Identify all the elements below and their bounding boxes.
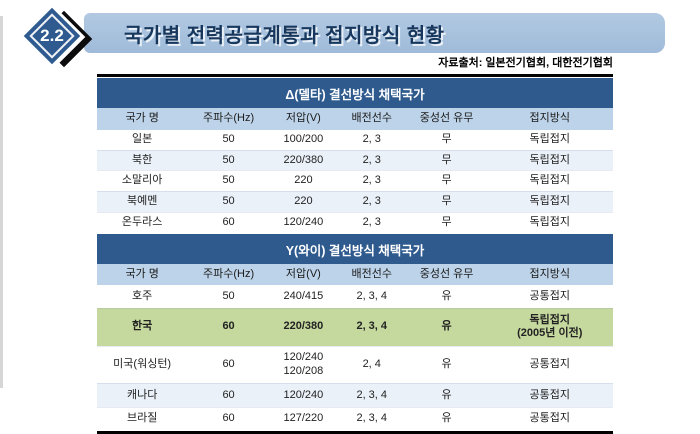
table-cell: 220/380 <box>283 320 324 333</box>
table-cell: 2, 3, 4 <box>356 320 388 333</box>
table-cell: 북예멘 <box>126 195 158 207</box>
table-cell: 50 <box>222 153 235 166</box>
table-cell: 독립접지 <box>529 132 570 145</box>
table-cell: 유 <box>441 289 452 302</box>
table-cell: 50 <box>222 132 235 145</box>
table-cell: 무 <box>441 153 452 166</box>
table-cell: 유 <box>441 388 452 401</box>
table-cell: 100/200 <box>283 132 324 145</box>
table-cell: 독립접지 <box>529 215 570 228</box>
table-cell: 무 <box>441 174 452 187</box>
table-cell: 60 <box>222 215 235 228</box>
table-row: 소말리아 50 220 2, 3 무 독립접지 <box>97 170 613 191</box>
table-row: 한국 60 220/380 2, 3, 4 유 독립접지 (2005년 이전) <box>97 308 613 346</box>
column-header: 주파수(Hz) <box>203 267 255 280</box>
table-cell: 50 <box>222 289 235 302</box>
column-header: 접지방식 <box>529 112 570 124</box>
table-cell: 미국(워싱턴) <box>113 357 172 370</box>
table-cell: 북한 <box>132 153 153 166</box>
table-cell: 공통접지 <box>529 388 570 401</box>
table-cell: 호주 <box>132 289 153 302</box>
table: Δ(델타) 결선방식 채택국가 국가 명 주파수(Hz) 저압(V) 배전선수 중성선 유… <box>97 74 613 434</box>
section-title: Δ(델타) 결선방식 채택국가 <box>97 77 613 108</box>
table-cell: 공통접지 <box>529 289 570 302</box>
table-cell: 120/240 <box>283 388 324 401</box>
table-cell: 2, 3, 4 <box>356 388 388 401</box>
table-cell: 유 <box>441 320 452 333</box>
table-row: 북예멘 50 220 2, 3 무 독립접지 <box>97 191 613 212</box>
table-cell: 유 <box>441 412 452 425</box>
title-bar: 국가별 전력공급계통과 접지방식 현황 <box>84 13 665 53</box>
table-cell: 127/220 <box>283 412 324 425</box>
table-cell: 무 <box>441 215 452 228</box>
table-cell: 무 <box>441 132 452 145</box>
table-cell: 120/240 <box>283 215 324 228</box>
page-title: 국가별 전력공급계통과 접지방식 현황 <box>124 24 445 47</box>
table-cell: 공통접지 <box>529 357 570 370</box>
column-header: 접지방식 <box>529 267 570 280</box>
table-cell: 온두라스 <box>121 215 163 228</box>
table-row: 일본 50 100/200 2, 3 무 독립접지 <box>97 130 613 150</box>
table-cell: 60 <box>222 357 235 370</box>
column-header: 중성선 유무 <box>419 112 474 124</box>
table-row: 북한 50 220/380 2, 3 무 독립접지 <box>97 149 613 171</box>
table-cell: 일본 <box>132 132 153 145</box>
table-cell: 캐나다 <box>126 388 158 401</box>
table-cell: 120/240 120/208 <box>283 351 324 377</box>
table-cell: 유 <box>441 357 452 370</box>
table-cell: 독립접지 (2005년 이전) <box>517 313 583 340</box>
table-cell: 220 <box>294 195 313 207</box>
table-cell: 소말리아 <box>121 174 163 187</box>
column-header: 배전선수 <box>351 112 392 124</box>
table-cell: 2, 3 <box>362 215 381 228</box>
column-header: 중성선 유무 <box>419 267 474 280</box>
table-cell: 브라질 <box>126 412 158 425</box>
column-header: 저압(V) <box>285 112 321 124</box>
section-title: Y(와이) 결선방식 채택국가 <box>97 232 613 264</box>
table-cell: 2, 3 <box>362 174 381 187</box>
table-cell: 2, 3, 4 <box>356 289 388 302</box>
table-cell: 60 <box>222 412 235 425</box>
table-cell: 독립접지 <box>529 153 570 166</box>
table-cell: 240/415 <box>283 289 324 302</box>
section-number-badge: 2.2 <box>0 0 104 76</box>
table-cell: 220 <box>294 174 313 187</box>
table-cell: 공통접지 <box>529 412 570 425</box>
table-row: 미국(워싱턴) 60 120/240 120/208 2, 4 유 공통접지 <box>97 345 613 384</box>
table-cell: 50 <box>222 195 235 207</box>
table-cell: 한국 <box>132 320 153 333</box>
table-cell: 220/380 <box>283 153 324 166</box>
table-row: 온두라스 60 120/240 2, 3 무 독립접지 <box>97 211 613 233</box>
data-source-caption: 자료출처: 일본전기협회, 대한전기협회 <box>438 57 613 69</box>
column-header: 배전선수 <box>351 267 392 280</box>
column-header: 국가 명 <box>125 267 159 280</box>
badge-number: 2.2 <box>40 26 64 45</box>
column-header: 저압(V) <box>285 267 321 280</box>
table-cell: 2, 3 <box>362 153 381 166</box>
table-cell: 무 <box>441 195 452 207</box>
table-cell: 50 <box>222 174 235 187</box>
table-row: 호주 50 240/415 2, 3, 4 유 공통접지 <box>97 285 613 308</box>
table-cell: 2, 3 <box>362 132 381 145</box>
table-cell: 2, 4 <box>362 357 381 370</box>
table-cell: 독립접지 <box>529 195 570 207</box>
column-header: 국가 명 <box>125 112 159 124</box>
slide-edge-strip <box>0 16 3 388</box>
table-cell: 60 <box>222 320 235 333</box>
column-header-row: 국가 명 주파수(Hz) 저압(V) 배전선수 중성선 유무 접지방식 <box>97 108 613 130</box>
table-cell: 2, 3 <box>362 195 381 207</box>
table-row: 캐나다 60 120/240 2, 3, 4 유 공통접지 <box>97 383 613 407</box>
table-cell: 독립접지 <box>529 174 570 187</box>
column-header-row: 국가 명 주파수(Hz) 저압(V) 배전선수 중성선 유무 접지방식 <box>97 263 613 286</box>
table-cell: 2, 3, 4 <box>356 412 388 425</box>
table-cell: 60 <box>222 388 235 401</box>
column-header: 주파수(Hz) <box>203 112 255 124</box>
table-row: 브라질 60 127/220 2, 3, 4 유 공통접지 <box>97 406 613 431</box>
